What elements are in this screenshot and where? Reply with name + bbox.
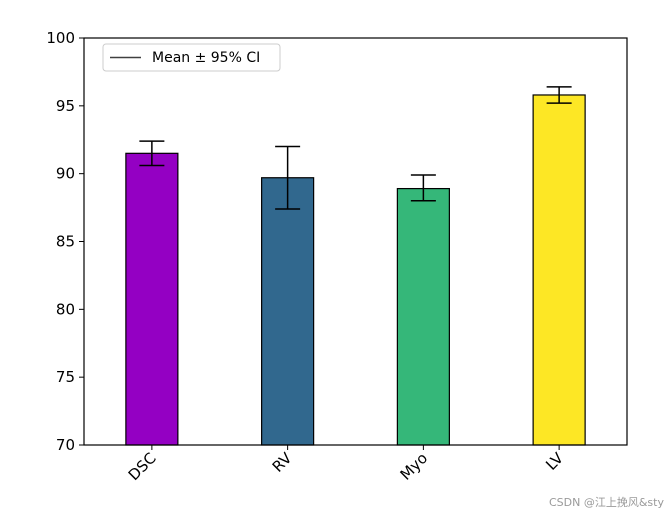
bar-dsc bbox=[126, 153, 178, 445]
x-axis: DSC RV Myo LV bbox=[125, 445, 568, 484]
x-tick-label-dsc: DSC bbox=[125, 449, 160, 484]
bar-lv bbox=[533, 95, 585, 445]
x-tick-label-rv: RV bbox=[269, 449, 296, 476]
y-tick-label: 95 bbox=[56, 97, 75, 115]
y-tick-label: 75 bbox=[56, 368, 75, 386]
y-tick-label: 70 bbox=[56, 436, 75, 454]
chart: 70 75 80 85 90 95 100 DSC RV Myo LV Mean ± 95% CI… bbox=[0, 0, 669, 515]
bar-myo bbox=[397, 189, 449, 445]
bar-rv bbox=[262, 178, 314, 445]
legend-label: Mean ± 95% CI bbox=[152, 50, 260, 66]
legend: Mean ± 95% CI bbox=[103, 44, 280, 71]
y-axis: 70 75 80 85 90 95 100 bbox=[46, 29, 84, 454]
watermark: CSDN @江上挽风&sty bbox=[549, 495, 664, 509]
y-tick-label: 80 bbox=[56, 300, 75, 318]
y-tick-label: 90 bbox=[56, 165, 75, 183]
y-tick-label: 85 bbox=[56, 233, 75, 251]
x-tick-label-myo: Myo bbox=[397, 449, 432, 484]
y-tick-label: 100 bbox=[46, 29, 75, 47]
x-tick-label-lv: LV bbox=[542, 449, 567, 474]
